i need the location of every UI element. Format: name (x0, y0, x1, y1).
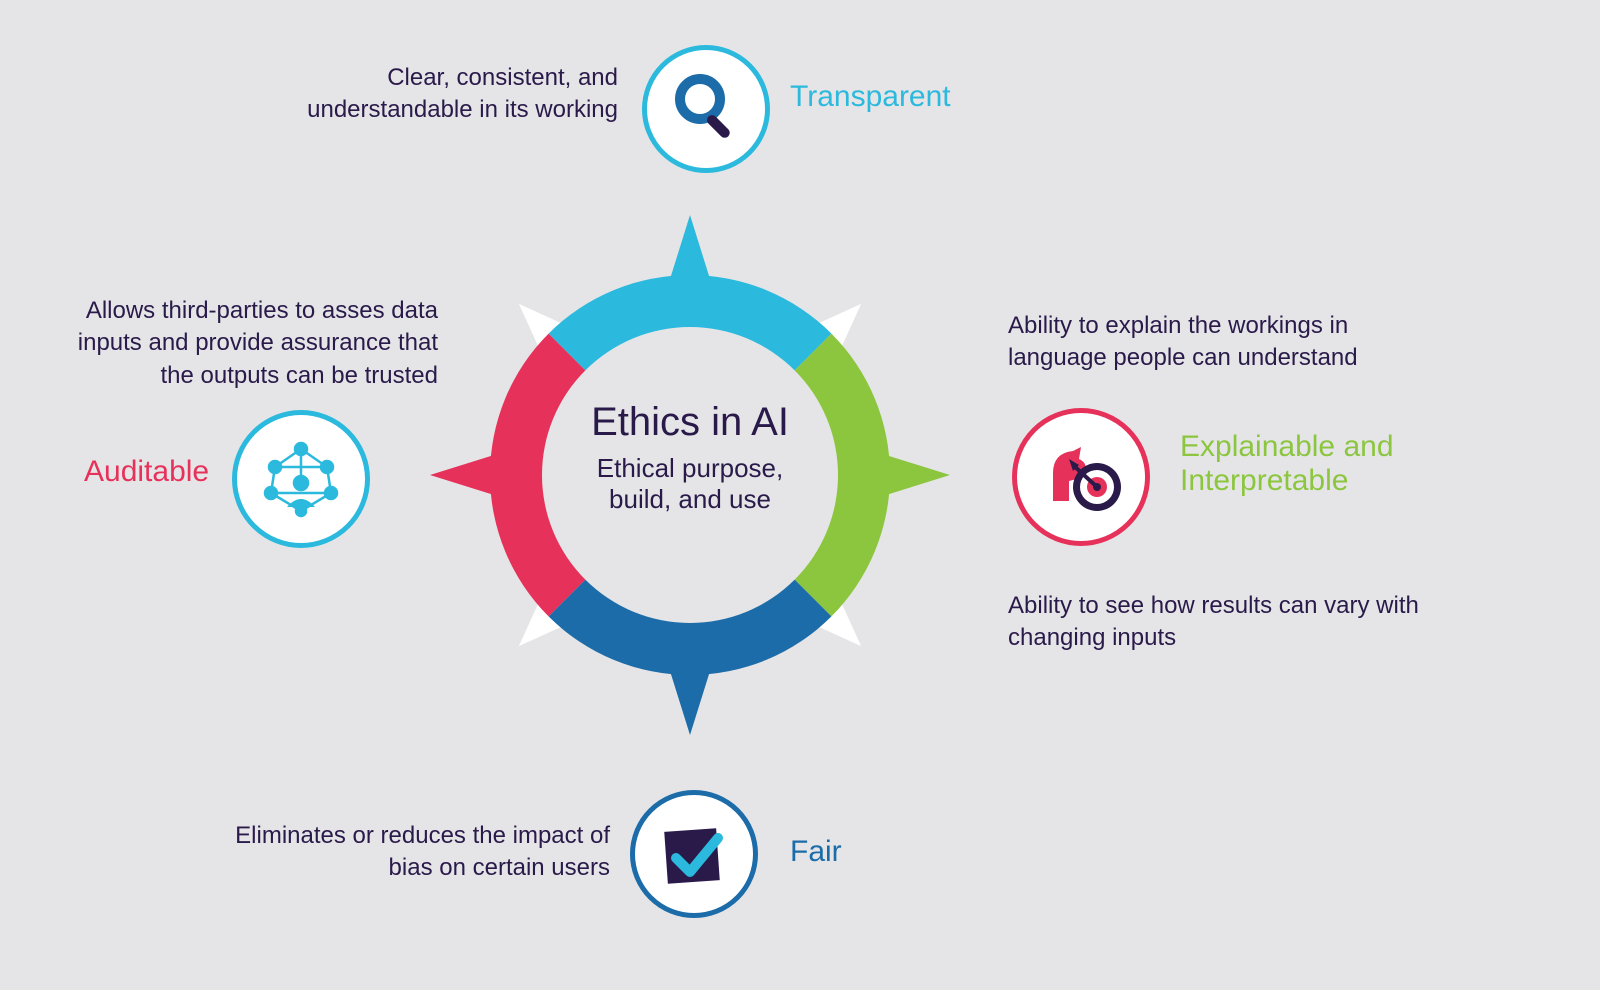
fair-desc: Eliminates or reduces the impact ofbias … (190, 820, 610, 885)
explainable-desc-bottom: Ability to see how results can vary with… (1008, 590, 1528, 655)
transparent-label: Transparent (790, 80, 951, 114)
strategy-target-icon (1012, 408, 1150, 546)
fair-label: Fair (790, 835, 842, 869)
explainable-desc-top: Ability to explain the workings inlangua… (1008, 310, 1468, 375)
network-icon (232, 410, 370, 548)
infographic-stage: Ethics in AI Ethical purpose,build, and … (0, 0, 1600, 990)
center-subtitle: Ethical purpose,build, and use (540, 453, 840, 515)
explainable-label: Explainable andInterpretable (1180, 430, 1394, 498)
auditable-desc: Allows third-parties to asses datainputs… (38, 295, 438, 392)
check-square-icon (630, 790, 758, 918)
center-title: Ethics in AI (540, 400, 840, 445)
transparent-desc: Clear, consistent, andunderstandable in … (248, 62, 618, 127)
auditable-label: Auditable (84, 455, 209, 489)
center-title-block: Ethics in AI Ethical purpose,build, and … (540, 400, 840, 515)
magnifier-icon (642, 45, 770, 173)
